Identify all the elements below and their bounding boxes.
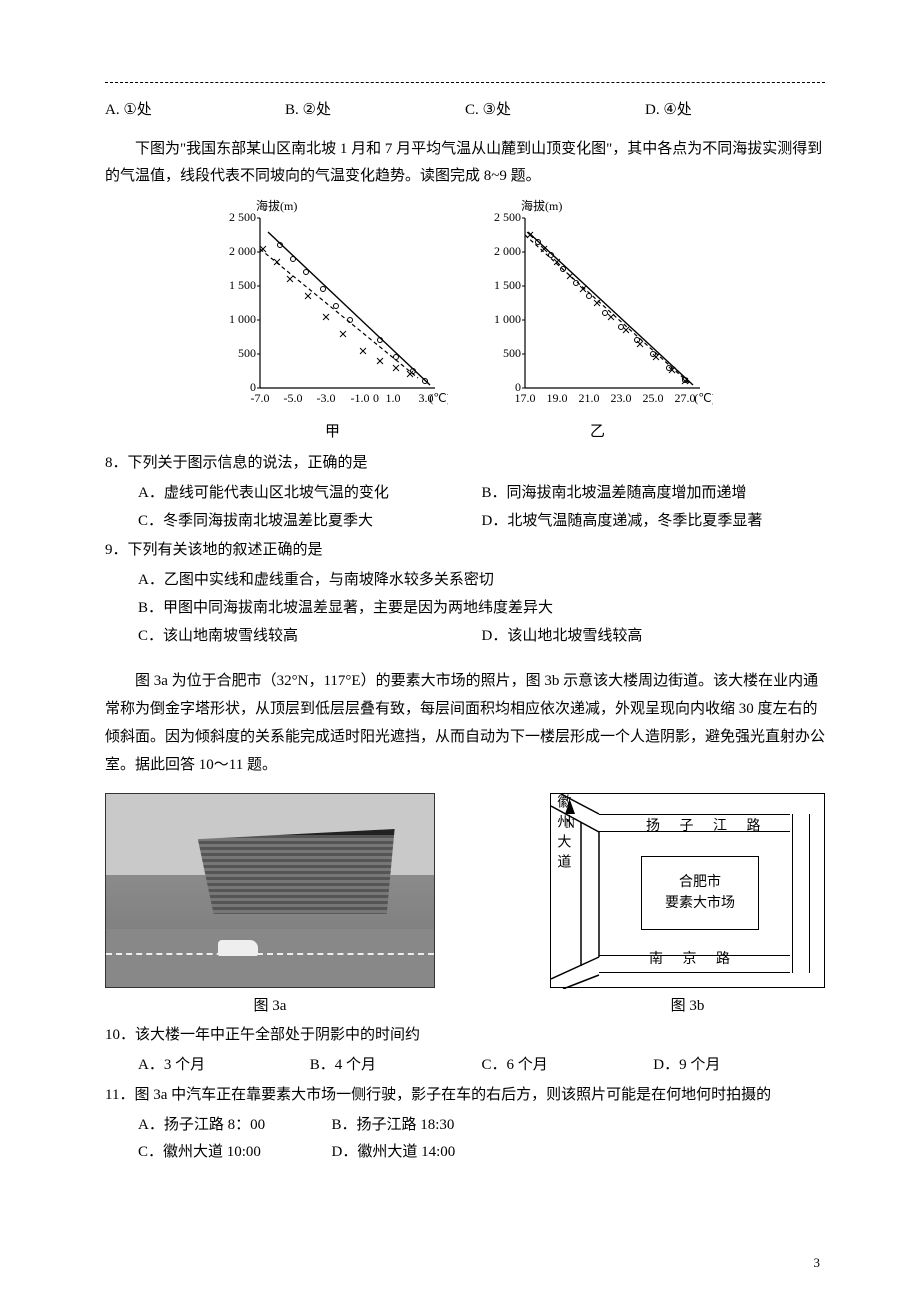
page-number: 3	[814, 1253, 821, 1274]
q11-b: B．扬子江路 18:30	[332, 1112, 526, 1140]
q9-b: B．甲图中同海拔南北坡温差显著，主要是因为两地纬度差异大	[138, 595, 825, 623]
svg-text:2 500: 2 500	[494, 210, 521, 224]
q10-c: C．6 个月	[482, 1052, 654, 1080]
q8-c: C．冬季同海拔南北坡温差比夏季大	[138, 508, 482, 536]
chart-right: 海拔(m) 0 500 1 000 1 500 2 000 2 500 17.0…	[483, 198, 713, 418]
option-d: D. ④处	[645, 98, 825, 122]
page-top-rule	[105, 82, 825, 83]
figs-row: 图 3a N 扬 子 江 路 徽州大道 南 京 路	[105, 793, 825, 1018]
q8-b: B．同海拔南北坡温差随高度增加而递增	[482, 480, 826, 508]
q10-d: D．9 个月	[653, 1052, 825, 1080]
svg-text:1 500: 1 500	[494, 278, 521, 292]
fig3b-caption: 图 3b	[671, 994, 705, 1018]
q10-a: A．3 个月	[138, 1052, 310, 1080]
chart-left-caption: 甲	[325, 420, 340, 444]
option-c: C. ③处	[465, 98, 645, 122]
fig3b-map: N 扬 子 江 路 徽州大道 南 京 路 合肥市 要	[550, 793, 825, 988]
svg-text:-3.0: -3.0	[316, 391, 335, 405]
q9-d: D．该山地北坡雪线较高	[482, 623, 826, 651]
svg-text:1 500: 1 500	[229, 278, 256, 292]
option-b: B. ②处	[285, 98, 465, 122]
svg-text:1 000: 1 000	[229, 312, 256, 326]
svg-text:500: 500	[503, 346, 521, 360]
fig3b-col: N 扬 子 江 路 徽州大道 南 京 路 合肥市 要	[550, 793, 825, 1018]
svg-text:2 500: 2 500	[229, 210, 256, 224]
svg-text:27.0: 27.0	[674, 391, 695, 405]
q11-a: A．扬子江路 8：00	[138, 1112, 332, 1140]
svg-text:2 000: 2 000	[229, 244, 256, 258]
fig3a-caption: 图 3a	[254, 994, 287, 1018]
q9-a: A．乙图中实线和虚线重合，与南坡降水较多关系密切	[138, 567, 825, 595]
q8-options: A．虚线可能代表山区北坡气温的变化 B．同海拔南北坡温差随高度增加而递增 C．冬…	[105, 480, 825, 536]
svg-text:500: 500	[238, 346, 256, 360]
svg-text:(℃): (℃)	[429, 391, 448, 405]
svg-text:(℃): (℃)	[694, 391, 713, 405]
q11-c: C．徽州大道 10:00	[138, 1139, 332, 1167]
svg-text:17.0: 17.0	[514, 391, 535, 405]
chart-left: 海拔(m) 0 500 1 000 1 500 2 000 2 500 -7.0…	[218, 198, 448, 418]
chart-left-ylabel: 海拔(m)	[256, 198, 297, 213]
chart-left-wrap: 海拔(m) 0 500 1 000 1 500 2 000 2 500 -7.0…	[218, 198, 448, 444]
map-block-line1: 合肥市	[642, 872, 758, 893]
svg-text:-1.0: -1.0	[350, 391, 369, 405]
q9-options: A．乙图中实线和虚线重合，与南坡降水较多关系密切 B．甲图中同海拔南北坡温差显著…	[105, 567, 825, 650]
fig3a-col: 图 3a	[105, 793, 435, 1018]
svg-text:0: 0	[373, 391, 379, 405]
svg-text:23.0: 23.0	[610, 391, 631, 405]
svg-text:-5.0: -5.0	[283, 391, 302, 405]
q11-d: D．徽州大道 14:00	[332, 1139, 526, 1167]
mountain-intro: 下图为"我国东部某山区南北坡 1 月和 7 月平均气温从山麓到山顶变化图"，其中…	[105, 136, 825, 190]
q8-stem: 8．下列关于图示信息的说法，正确的是	[105, 450, 825, 478]
svg-text:1.0: 1.0	[385, 391, 400, 405]
svg-text:2 000: 2 000	[494, 244, 521, 258]
q10-stem: 10．该大楼一年中正午全部处于阴影中的时间约	[105, 1022, 825, 1050]
map-block-line2: 要素大市场	[642, 893, 758, 914]
q10-b: B．4 个月	[310, 1052, 482, 1080]
q8-a: A．虚线可能代表山区北坡气温的变化	[138, 480, 482, 508]
map-road-bottom: 南 京 路	[649, 949, 738, 971]
q11-options: A．扬子江路 8：00 B．扬子江路 18:30 C．徽州大道 10:00 D．…	[105, 1112, 525, 1168]
map-road-top: 扬 子 江 路	[646, 816, 769, 838]
top-options-row: A. ①处 B. ②处 C. ③处 D. ④处	[105, 98, 825, 122]
fig3a-photo	[105, 793, 435, 988]
q8-d: D．北坡气温随高度递减，冬季比夏季显著	[482, 508, 826, 536]
building-para: 图 3a 为位于合肥市（32°N，117°E）的要素大市场的照片，图 3b 示意…	[105, 668, 825, 779]
svg-text:-7.0: -7.0	[250, 391, 269, 405]
q9-stem: 9．下列有关该地的叙述正确的是	[105, 537, 825, 565]
svg-text:19.0: 19.0	[546, 391, 567, 405]
charts-row: 海拔(m) 0 500 1 000 1 500 2 000 2 500 -7.0…	[105, 198, 825, 444]
option-a: A. ①处	[105, 98, 285, 122]
q10-options: A．3 个月 B．4 个月 C．6 个月 D．9 个月	[105, 1052, 825, 1080]
q11-stem: 11．图 3a 中汽车正在靠要素大市场一侧行驶，影子在车的右后方，则该照片可能是…	[105, 1082, 825, 1110]
chart-right-caption: 乙	[590, 420, 605, 444]
svg-text:25.0: 25.0	[642, 391, 663, 405]
chart-right-ylabel: 海拔(m)	[521, 198, 562, 213]
q9-c: C．该山地南坡雪线较高	[138, 623, 482, 651]
svg-text:1 000: 1 000	[494, 312, 521, 326]
chart-right-wrap: 海拔(m) 0 500 1 000 1 500 2 000 2 500 17.0…	[483, 198, 713, 444]
svg-text:21.0: 21.0	[578, 391, 599, 405]
